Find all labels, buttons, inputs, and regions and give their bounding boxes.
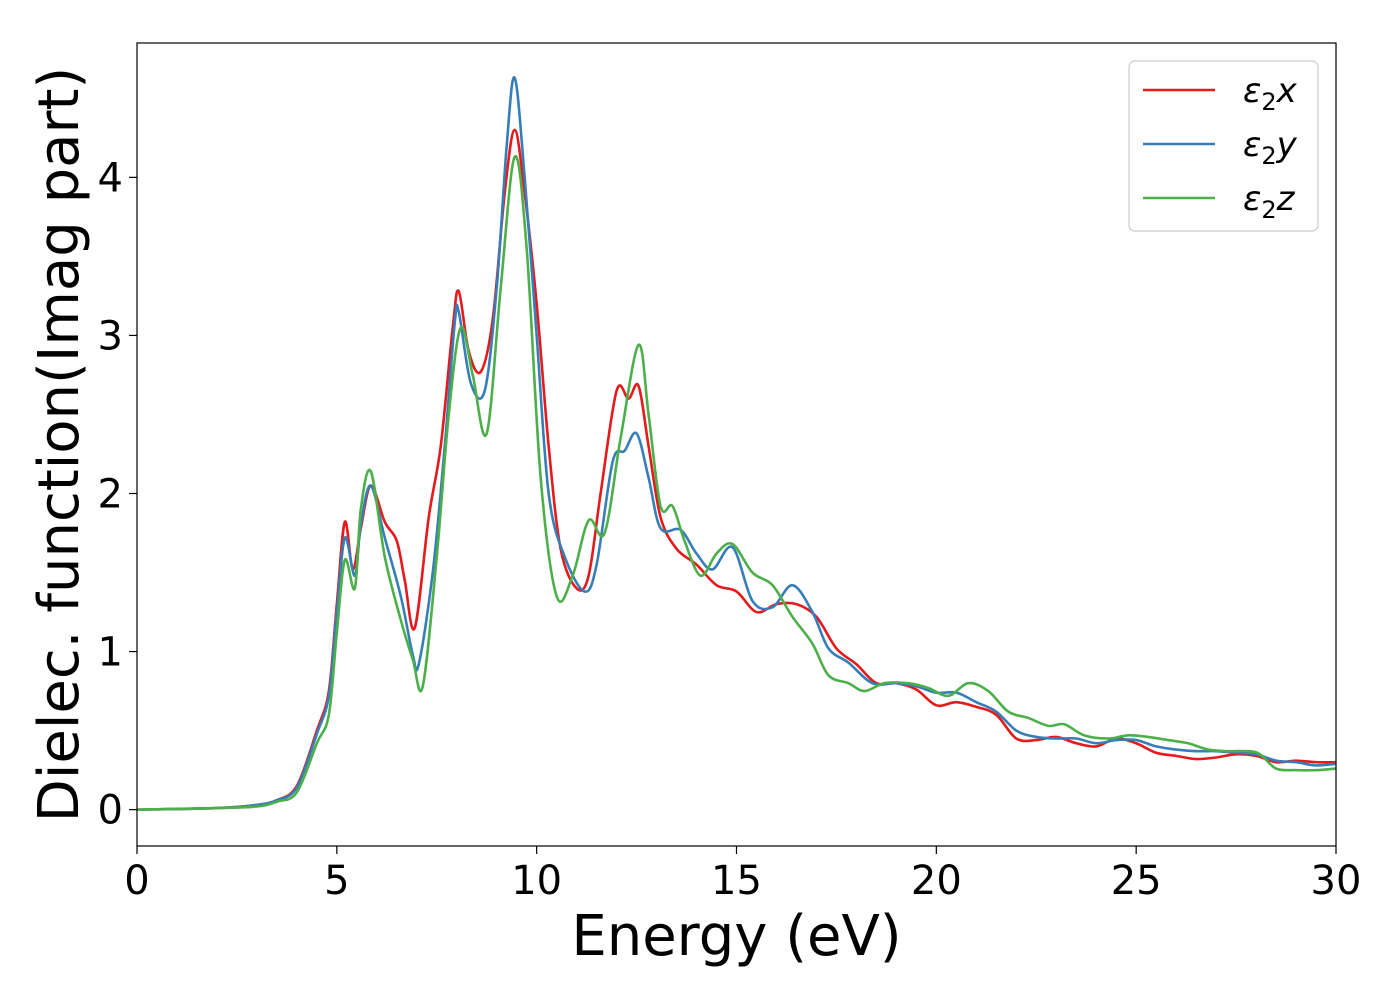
legend-box [1128,60,1319,232]
x-tick-label: 10 [511,858,562,904]
x-tick-label: 30 [1311,858,1362,904]
series-lines [136,76,1337,811]
y-tick-label: 2 [98,472,123,518]
y-tick-label: 1 [98,630,123,676]
series-line-z [136,154,1337,811]
y-axis: 0 1 2 3 4 [98,155,137,834]
x-axis-title: Energy (eV) [571,904,901,969]
legend-label-z: ε2z [1243,179,1296,224]
legend: ε2x ε2y ε2z [1128,60,1319,232]
y-axis-title: Dielec. function(Imag part) [27,67,92,823]
x-axis: 0 5 10 15 20 25 30 [124,846,1361,904]
x-tick-label: 25 [1111,858,1162,904]
x-tick-label: 15 [711,858,762,904]
x-tick-label: 0 [124,858,149,904]
legend-label-x: ε2x [1243,71,1298,116]
legend-label-y: ε2y [1243,125,1298,170]
x-tick-label: 5 [324,858,349,904]
x-tick-label: 20 [911,858,962,904]
series-line-y [136,76,1337,811]
y-tick-label: 3 [98,313,123,359]
series-line-x [136,128,1337,811]
y-tick-label: 0 [98,788,123,834]
y-tick-label: 4 [98,155,123,201]
